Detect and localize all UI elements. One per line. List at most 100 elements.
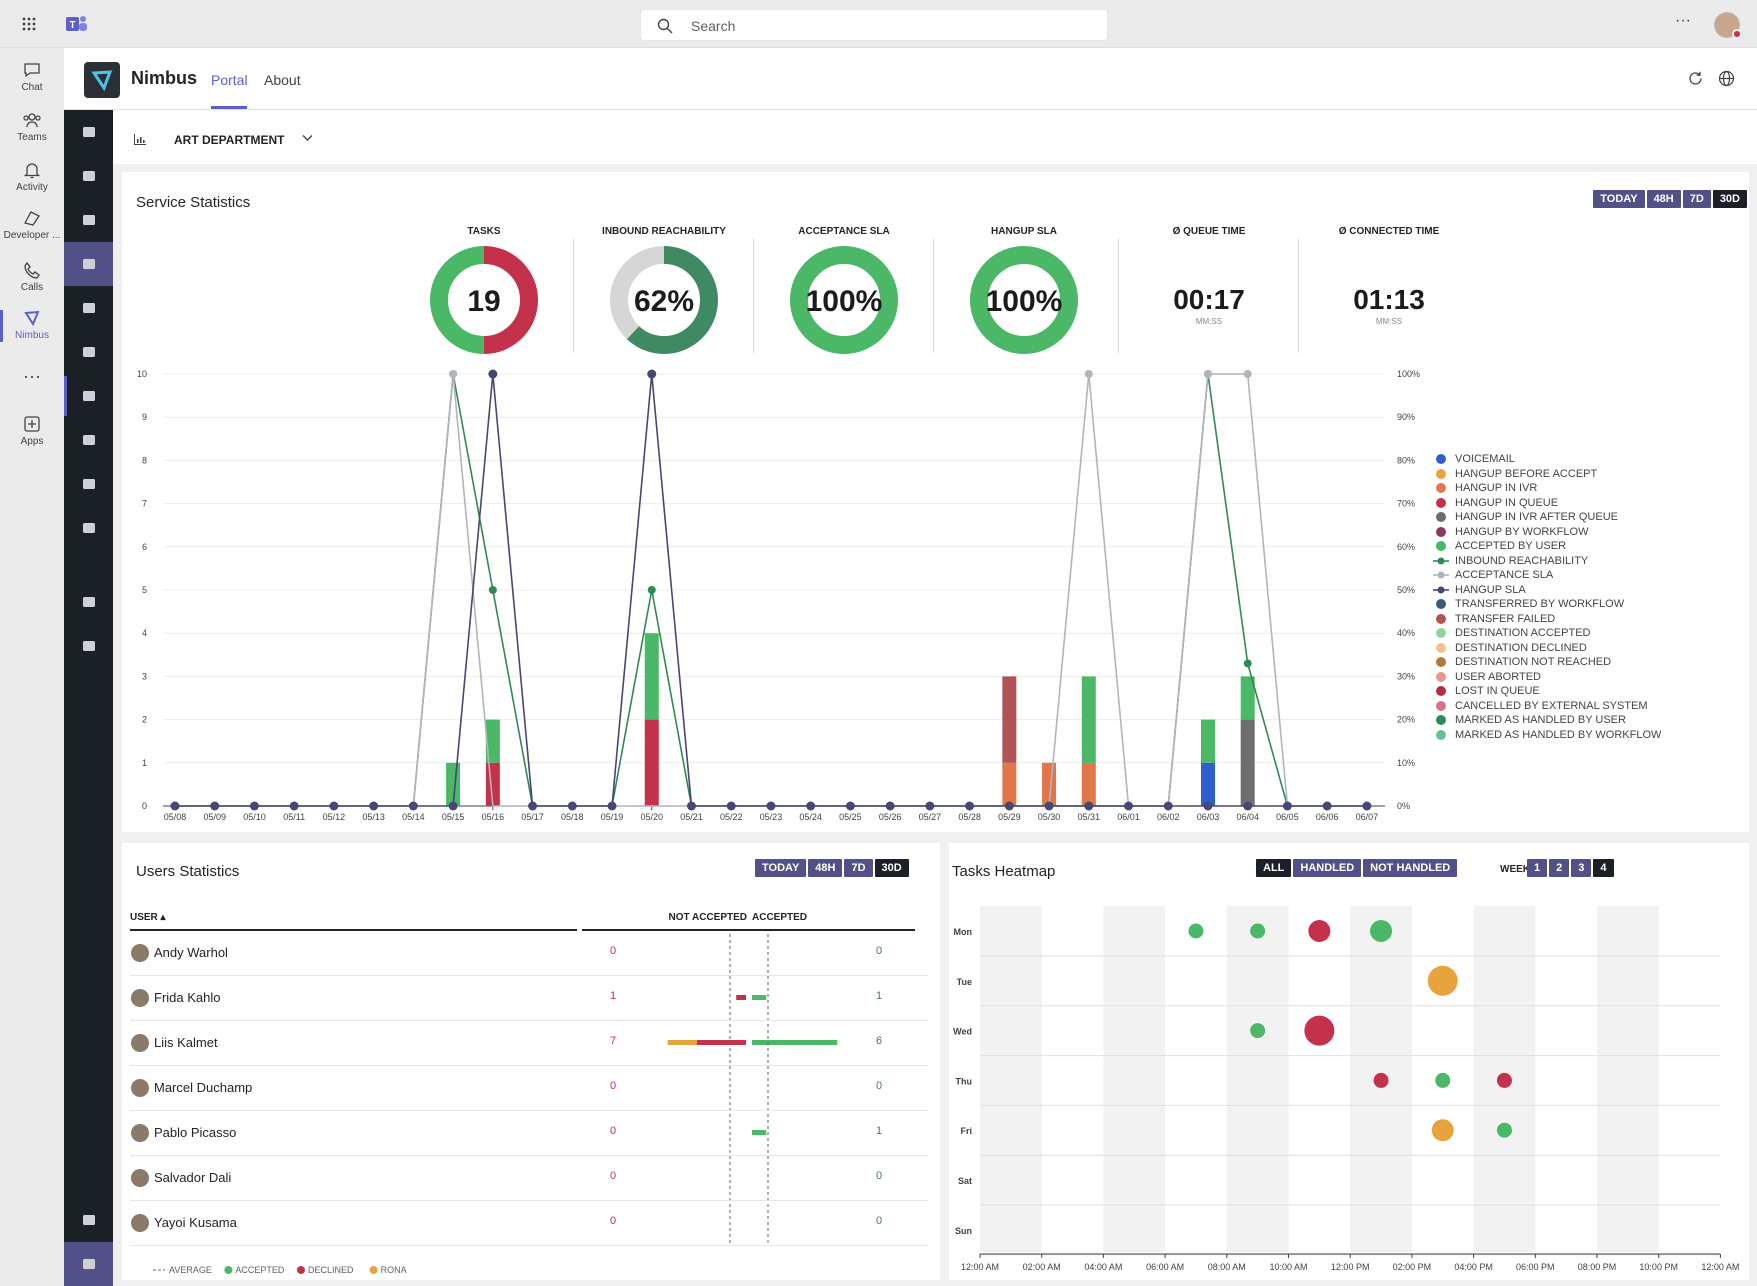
rail-item-chat[interactable]: Chat: [0, 54, 64, 106]
more-apps-icon[interactable]: ···: [23, 366, 41, 386]
legend-item[interactable]: DESTINATION ACCEPTED: [1436, 626, 1661, 641]
heatmap-filter-not-handled[interactable]: NOT HANDLED: [1363, 859, 1458, 877]
nav-dashboard[interactable]: [64, 198, 113, 242]
table-row[interactable]: Salvador Dali 0 0: [130, 1156, 928, 1201]
nav-gear[interactable]: [64, 580, 113, 624]
service-range-48h[interactable]: 48H: [1646, 190, 1681, 208]
user-name: Liis Kalmet: [154, 1035, 218, 1050]
nav-reporting[interactable]: [64, 374, 113, 418]
queue-icon: [82, 303, 95, 313]
nav-nimbus-mark[interactable]: [64, 1242, 113, 1286]
search-input[interactable]: Search: [691, 18, 736, 34]
app-launcher-icon[interactable]: [22, 17, 36, 31]
nav-chat-history[interactable]: [64, 418, 113, 462]
more-options-icon[interactable]: ···: [1675, 12, 1691, 29]
accepted-count: 0: [876, 945, 883, 957]
nav-user-settings[interactable]: [64, 624, 113, 668]
legend-item[interactable]: MARKED AS HANDLED BY WORKFLOW: [1436, 728, 1661, 743]
table-row[interactable]: Pablo Picasso 0 1: [130, 1111, 928, 1156]
headset-icon: [82, 1215, 95, 1225]
heatmap-week-3[interactable]: 3: [1571, 859, 1592, 877]
legend-label: CANCELLED BY EXTERNAL SYSTEM: [1455, 699, 1648, 712]
legend-item[interactable]: TRANSFERRED BY WORKFLOW: [1436, 597, 1661, 612]
user-name: Andy Warhol: [154, 945, 228, 960]
nav-queue[interactable]: [64, 286, 113, 330]
department-select[interactable]: ART DEPARTMENT: [174, 133, 285, 147]
search-box[interactable]: Search: [640, 9, 1108, 41]
service-range-30d[interactable]: 30D: [1712, 190, 1747, 208]
legend-swatch: [1436, 497, 1446, 508]
nav-headset[interactable]: [64, 1198, 113, 1242]
phone-icon: [24, 261, 40, 279]
heatmap-week-2[interactable]: 2: [1549, 859, 1570, 877]
legend-item[interactable]: INBOUND REACHABILITY: [1433, 554, 1661, 569]
legend-swatch: [1436, 483, 1446, 494]
table-row[interactable]: Yayoi Kusama 0 0: [130, 1201, 928, 1246]
heatmap-week-4[interactable]: 4: [1593, 859, 1614, 877]
heatmap-week-1[interactable]: 1: [1527, 859, 1548, 877]
tab-about[interactable]: About: [264, 72, 301, 88]
kpi-divider: [1118, 238, 1119, 353]
table-row[interactable]: Andy Warhol 0 0: [130, 931, 928, 976]
table-row[interactable]: Frida Kahlo 1 1: [130, 976, 928, 1021]
legend-item[interactable]: HANGUP BEFORE ACCEPT: [1436, 467, 1661, 482]
nav-home[interactable]: [64, 110, 113, 154]
service-range-7d[interactable]: 7D: [1682, 190, 1711, 208]
legend-item[interactable]: MARKED AS HANDLED BY USER: [1436, 713, 1661, 728]
legend-swatch: [1436, 671, 1446, 682]
users-range-48h[interactable]: 48H: [808, 859, 843, 877]
rail-item-developer[interactable]: Developer ...: [0, 202, 64, 254]
app-name: Nimbus: [131, 68, 198, 88]
kpi-divider: [573, 238, 574, 353]
legend-item[interactable]: HANGUP IN IVR: [1436, 481, 1661, 496]
rail-label: Teams: [17, 132, 47, 143]
rail-item-teams[interactable]: Teams: [0, 104, 64, 156]
rail-item-apps[interactable]: Apps: [0, 408, 64, 460]
users-range-7d[interactable]: 7D: [844, 859, 873, 877]
rail-item-nimbus[interactable]: Nimbus: [0, 302, 64, 354]
nav-conversations[interactable]: [64, 154, 113, 198]
heatmap-filter-handled[interactable]: HANDLED: [1293, 859, 1362, 877]
tasks-heatmap-card: [949, 843, 1749, 1280]
accepted-count: 1: [876, 990, 883, 1002]
legend-item[interactable]: HANGUP SLA: [1433, 583, 1661, 598]
legend-item[interactable]: HANGUP IN IVR AFTER QUEUE: [1436, 510, 1661, 525]
legend-swatch: [1436, 729, 1446, 740]
users-range-today[interactable]: TODAY: [755, 859, 807, 877]
table-row[interactable]: Marcel Duchamp 0 0: [130, 1066, 928, 1111]
service-range-selector: TODAY 48H 7D 30D: [1591, 189, 1747, 208]
app-header: Nimbus Portal About: [64, 48, 1757, 110]
service-range-today[interactable]: TODAY: [1593, 190, 1645, 208]
accepted-count: 0: [876, 1170, 883, 1182]
legend-item[interactable]: USER ABORTED: [1436, 670, 1661, 685]
legend-item[interactable]: ACCEPTANCE SLA: [1433, 568, 1661, 583]
globe-icon[interactable]: [1718, 70, 1735, 87]
chart-icon: [134, 134, 146, 145]
legend-item[interactable]: VOICEMAIL: [1436, 452, 1661, 467]
legend-label: ACCEPTANCE SLA: [1455, 569, 1554, 582]
legend-item[interactable]: HANGUP IN QUEUE: [1436, 496, 1661, 511]
legend-item[interactable]: DESTINATION DECLINED: [1436, 641, 1661, 656]
nav-settings-sliders[interactable]: [64, 462, 113, 506]
tab-portal[interactable]: Portal: [211, 72, 248, 88]
rail-selection-indicator: [0, 310, 3, 342]
chevron-down-icon[interactable]: [302, 134, 313, 142]
users-range-30d[interactable]: 30D: [874, 859, 909, 877]
legend-item[interactable]: LOST IN QUEUE: [1436, 684, 1661, 699]
legend-item[interactable]: CANCELLED BY EXTERNAL SYSTEM: [1436, 699, 1661, 714]
legend-item[interactable]: DESTINATION NOT REACHED: [1436, 655, 1661, 670]
nav-layout[interactable]: [64, 330, 113, 374]
nav-users[interactable]: [64, 242, 113, 286]
nav-workflow[interactable]: [64, 506, 113, 550]
table-row[interactable]: Liis Kalmet 7 6: [130, 1021, 928, 1066]
legend-item[interactable]: TRANSFER FAILED: [1436, 612, 1661, 627]
kpi-divider: [933, 238, 934, 353]
rail-item-activity[interactable]: Activity: [0, 154, 64, 206]
legend-label: TRANSFERRED BY WORKFLOW: [1455, 598, 1625, 611]
rail-item-calls[interactable]: Calls: [0, 254, 64, 306]
heatmap-filter-all[interactable]: ALL: [1256, 859, 1292, 877]
refresh-icon[interactable]: [1687, 70, 1704, 87]
legend-item[interactable]: ACCEPTED BY USER: [1436, 539, 1661, 554]
legend-item[interactable]: HANGUP BY WORKFLOW: [1436, 525, 1661, 540]
legend-label: HANGUP IN IVR: [1455, 482, 1538, 495]
